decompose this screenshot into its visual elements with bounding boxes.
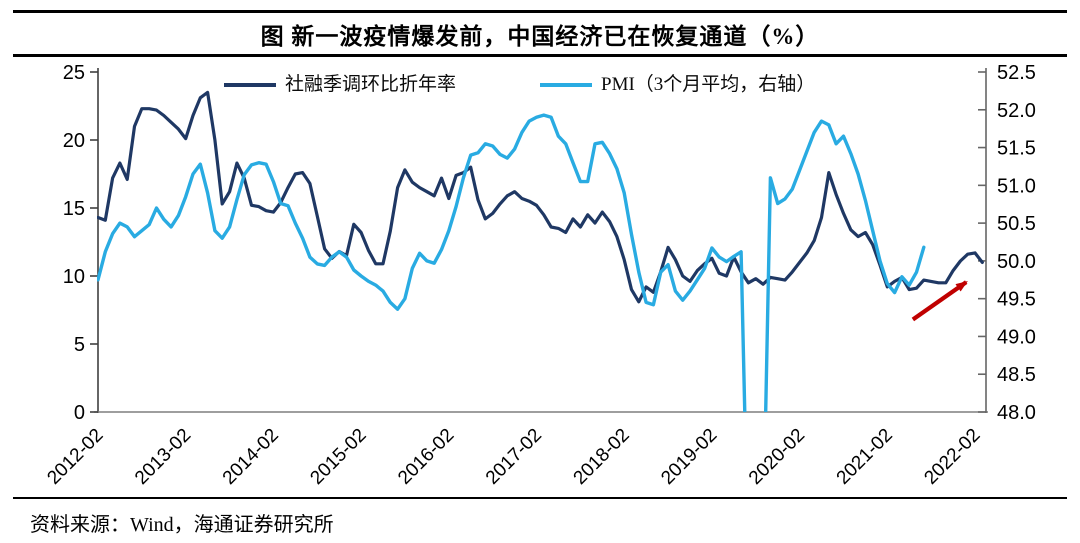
x-axis-tick-label: 2017-02	[482, 425, 546, 489]
sf-series-line	[97, 90, 984, 304]
pmi-series-line	[97, 113, 926, 412]
left-axis-tick-label: 25	[63, 62, 85, 84]
legend-item-sf: 社融季调环比折年率	[224, 74, 456, 96]
annotation-arrow	[911, 280, 968, 322]
left-axis-tick-label: 0	[74, 402, 85, 424]
x-axis-tick-label: 2014-02	[219, 425, 283, 489]
x-axis-tick-label: 2018-02	[570, 425, 634, 489]
legend-label-pmi: PMI（3个月平均，右轴）	[601, 74, 816, 95]
left-axis-tick-label: 5	[74, 334, 85, 356]
x-axis-tick-label: 2016-02	[394, 425, 458, 489]
right-axis-tick-label: 52.5	[997, 62, 1036, 84]
right-axis-tick-label: 51.5	[997, 138, 1036, 160]
x-axis-tick-label: 2015-02	[306, 425, 370, 489]
title-bottom-rule	[13, 54, 1067, 57]
right-axis-tick-label: 48.0	[997, 402, 1036, 424]
x-axis-tick-label: 2013-02	[131, 425, 195, 489]
left-axis-tick-label: 10	[63, 266, 85, 288]
right-axis-tick-label: 49.5	[997, 289, 1036, 311]
right-axis-tick-label: 50.5	[997, 213, 1036, 235]
right-axis-tick-label: 48.5	[997, 364, 1036, 386]
right-axis-tick-label: 49.0	[997, 326, 1036, 348]
sf-line-swatch-icon	[224, 83, 276, 87]
page-title: 图 新一波疫情爆发前，中国经济已在恢复通道（%）	[260, 24, 820, 49]
title-top-rule	[13, 10, 1067, 13]
right-axis-tick-label: 50.0	[997, 251, 1036, 273]
x-axis-tick-label: 2019-02	[657, 425, 721, 489]
legend-item-pmi: PMI（3个月平均，右轴）	[540, 74, 815, 96]
data-source: 资料来源：Wind，海通证券研究所	[30, 514, 334, 536]
right-axis-tick-label: 52.0	[997, 100, 1036, 122]
left-axis-tick-label: 15	[63, 198, 85, 220]
pmi-line-swatch-icon	[540, 83, 592, 87]
x-axis-tick-label: 2022-02	[920, 425, 984, 489]
right-axis-tick-label: 51.0	[997, 175, 1036, 197]
left-axis-tick-label: 20	[63, 130, 85, 152]
footer-rule	[13, 497, 1067, 499]
x-axis-tick-label: 2021-02	[833, 425, 897, 489]
legend-label-sf: 社融季调环比折年率	[285, 74, 457, 95]
x-axis-tick-label: 2020-02	[745, 425, 809, 489]
x-axis-tick-label: 2012-02	[43, 425, 107, 489]
